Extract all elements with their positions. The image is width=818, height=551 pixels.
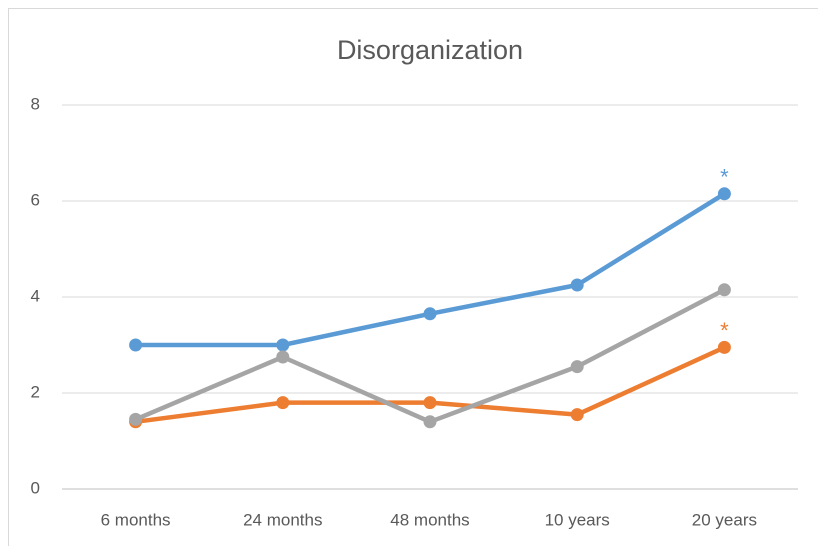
chart-border — [9, 9, 818, 547]
annotation: * — [720, 165, 729, 190]
x-tick-label: 20 years — [692, 510, 757, 529]
data-point — [424, 307, 437, 320]
data-point — [424, 415, 437, 428]
x-tick-label: 48 months — [390, 510, 469, 529]
data-point — [129, 339, 142, 352]
data-point — [129, 413, 142, 426]
x-tick-label: 24 months — [243, 510, 322, 529]
data-point — [276, 339, 289, 352]
data-point — [276, 396, 289, 409]
data-point — [276, 351, 289, 364]
y-tick-label: 0 — [31, 478, 40, 497]
data-point — [571, 360, 584, 373]
data-point — [571, 279, 584, 292]
y-tick-label: 4 — [31, 286, 40, 305]
y-tick-label: 6 — [31, 190, 40, 209]
y-tick-label: 2 — [31, 382, 40, 401]
y-tick-label: 8 — [31, 94, 40, 113]
chart-title: Disorganization — [337, 35, 523, 65]
x-tick-label: 6 months — [101, 510, 171, 529]
annotation: * — [720, 318, 729, 343]
data-point — [424, 396, 437, 409]
data-point — [571, 408, 584, 421]
x-tick-label: 10 years — [545, 510, 610, 529]
data-point — [718, 283, 731, 296]
